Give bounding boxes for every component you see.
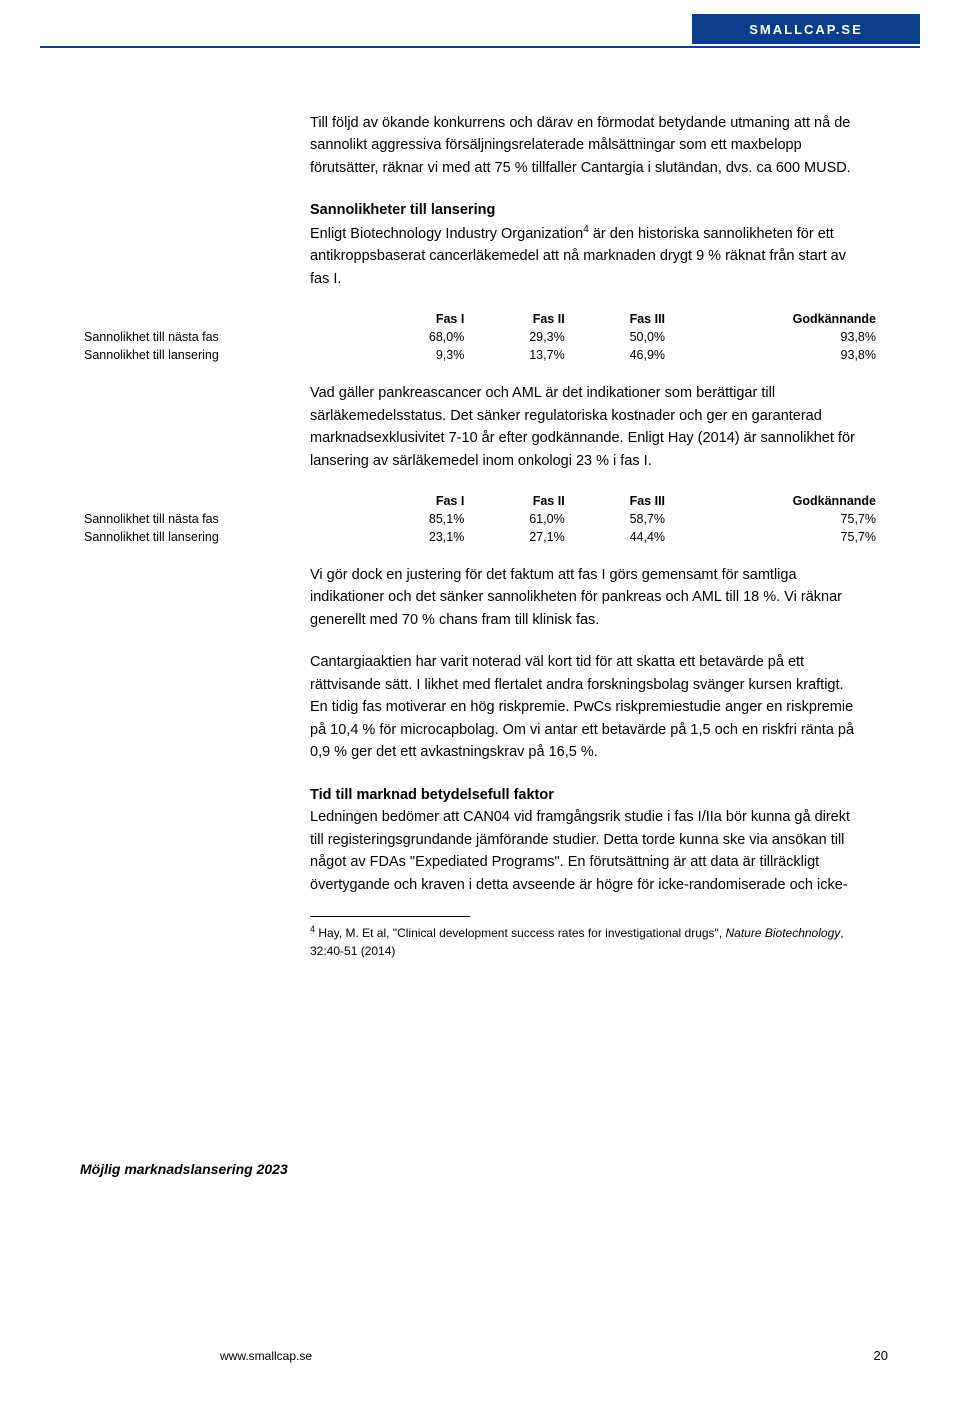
col-fas3: Fas III bbox=[569, 492, 669, 510]
cell: 46,9% bbox=[569, 346, 669, 364]
header-rule bbox=[40, 46, 920, 48]
cell: 85,1% bbox=[368, 510, 468, 528]
table-header-row: Fas I Fas II Fas III Godkännande bbox=[80, 310, 880, 328]
paragraph-beta: Cantargiaaktien har varit noterad väl ko… bbox=[310, 651, 860, 763]
table-1-wrap: Fas I Fas II Fas III Godkännande Sannoli… bbox=[80, 310, 880, 364]
probability-table-1: Fas I Fas II Fas III Godkännande Sannoli… bbox=[80, 310, 880, 364]
paragraph-probabilities: Sannolikheter till lansering Enligt Biot… bbox=[310, 199, 860, 290]
body-column: Vi gör dock en justering för det faktum … bbox=[310, 564, 860, 960]
cell: 68,0% bbox=[368, 328, 468, 346]
cell: 27,1% bbox=[468, 528, 568, 546]
paragraph-pancreatic-aml: Vad gäller pankreascancer och AML är det… bbox=[310, 382, 860, 472]
col-blank bbox=[80, 310, 368, 328]
brand-badge: SMALLCAP.SE bbox=[692, 14, 920, 44]
cell: Sannolikhet till lansering bbox=[80, 528, 368, 546]
footnote-text-a: Hay, M. Et al, "Clinical development suc… bbox=[315, 926, 725, 940]
cell: 50,0% bbox=[569, 328, 669, 346]
col-fas1: Fas I bbox=[368, 492, 468, 510]
col-approval: Godkännande bbox=[669, 492, 880, 510]
brand-text: SMALLCAP.SE bbox=[749, 22, 863, 37]
para2-a: Enligt Biotechnology Industry Organizati… bbox=[310, 226, 583, 242]
cell: 44,4% bbox=[569, 528, 669, 546]
table-row: Sannolikhet till lansering 23,1% 27,1% 4… bbox=[80, 528, 880, 546]
page: SMALLCAP.SE Till följd av ökande konkurr… bbox=[0, 0, 960, 1401]
paragraph-time-to-market: Tid till marknad betydelsefull faktor Le… bbox=[310, 784, 860, 896]
cell: 61,0% bbox=[468, 510, 568, 528]
footnote-4: 4 Hay, M. Et al, "Clinical development s… bbox=[310, 923, 860, 960]
cell: 58,7% bbox=[569, 510, 669, 528]
paragraph-intro: Till följd av ökande konkurrens och dära… bbox=[310, 112, 860, 179]
footer-url: www.smallcap.se bbox=[220, 1349, 312, 1363]
table-2-wrap: Fas I Fas II Fas III Godkännande Sannoli… bbox=[80, 492, 880, 546]
paragraph-adjustment: Vi gör dock en justering för det faktum … bbox=[310, 564, 860, 631]
col-fas3: Fas III bbox=[569, 310, 669, 328]
cell: 93,8% bbox=[669, 328, 880, 346]
table-header-row: Fas I Fas II Fas III Godkännande bbox=[80, 492, 880, 510]
cell: 9,3% bbox=[368, 346, 468, 364]
cell: Sannolikhet till nästa fas bbox=[80, 510, 368, 528]
table-row: Sannolikhet till nästa fas 85,1% 61,0% 5… bbox=[80, 510, 880, 528]
table-row: Sannolikhet till lansering 9,3% 13,7% 46… bbox=[80, 346, 880, 364]
cell: 75,7% bbox=[669, 528, 880, 546]
cell: 13,7% bbox=[468, 346, 568, 364]
col-fas2: Fas II bbox=[468, 492, 568, 510]
col-approval: Godkännande bbox=[669, 310, 880, 328]
body-column: Till följd av ökande konkurrens och dära… bbox=[310, 112, 860, 290]
heading-probabilities: Sannolikheter till lansering bbox=[310, 202, 495, 218]
table-row: Sannolikhet till nästa fas 68,0% 29,3% 5… bbox=[80, 328, 880, 346]
sidenote-launch-2023: Möjlig marknadslansering 2023 bbox=[80, 1160, 290, 1180]
cell: 23,1% bbox=[368, 528, 468, 546]
cell: Sannolikhet till nästa fas bbox=[80, 328, 368, 346]
body-column: Vad gäller pankreascancer och AML är det… bbox=[310, 382, 860, 472]
page-number: 20 bbox=[874, 1348, 888, 1363]
para6-text: Ledningen bedömer att CAN04 vid framgång… bbox=[310, 809, 850, 892]
cell: Sannolikhet till lansering bbox=[80, 346, 368, 364]
content-area: Till följd av ökande konkurrens och dära… bbox=[0, 112, 960, 960]
probability-table-2: Fas I Fas II Fas III Godkännande Sannoli… bbox=[80, 492, 880, 546]
cell: 93,8% bbox=[669, 346, 880, 364]
col-fas1: Fas I bbox=[368, 310, 468, 328]
col-fas2: Fas II bbox=[468, 310, 568, 328]
cell: 29,3% bbox=[468, 328, 568, 346]
footnote-ital: Nature Biotechnology bbox=[726, 926, 841, 940]
col-blank bbox=[80, 492, 368, 510]
heading-time-to-market: Tid till marknad betydelsefull faktor bbox=[310, 787, 554, 803]
cell: 75,7% bbox=[669, 510, 880, 528]
footnote-rule bbox=[310, 916, 470, 917]
